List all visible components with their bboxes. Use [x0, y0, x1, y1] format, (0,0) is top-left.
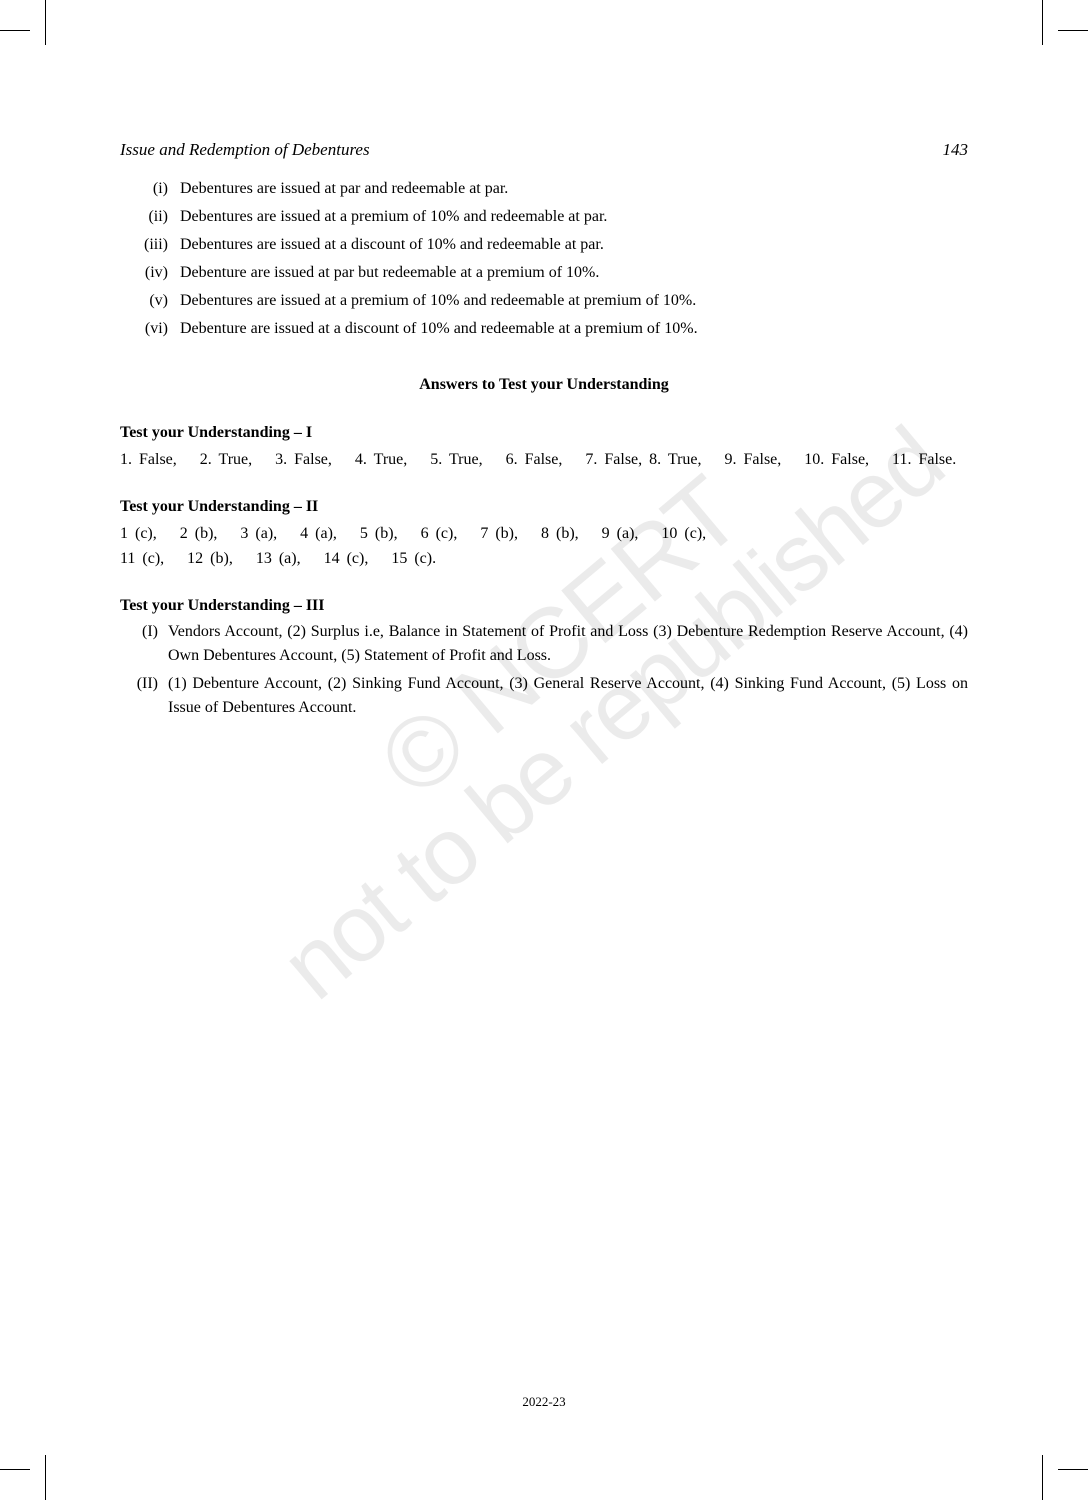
- crop-mark: [1042, 0, 1043, 45]
- item-text: (1) Debenture Account, (2) Sinking Fund …: [168, 672, 968, 720]
- page-number: 143: [943, 140, 969, 160]
- item-marker: (iv): [135, 264, 180, 282]
- crop-mark: [1058, 30, 1088, 31]
- item-marker: (vi): [135, 320, 180, 338]
- test-heading-3: Test your Understanding – III: [120, 597, 968, 615]
- item-text: Debentures are issued at a premium of 10…: [180, 208, 968, 226]
- crop-mark: [0, 30, 30, 31]
- list-item: (iv) Debenture are issued at par but red…: [135, 264, 968, 282]
- test-answers-1: 1. False, 2. True, 3. False, 4. True, 5.…: [120, 447, 968, 473]
- item-marker: (ii): [135, 208, 180, 226]
- crop-mark: [45, 0, 46, 45]
- answers-line: 11 (c), 12 (b), 13 (a), 14 (c), 15 (c).: [120, 550, 436, 567]
- chapter-title: Issue and Redemption of Debentures: [120, 140, 370, 160]
- item-marker: (iii): [135, 236, 180, 254]
- crop-mark: [1058, 1469, 1088, 1470]
- list-item: (ii) Debentures are issued at a premium …: [135, 208, 968, 226]
- crop-mark: [1042, 1455, 1043, 1500]
- footer-year: 2022-23: [0, 1394, 1088, 1410]
- item-marker: (II): [120, 672, 168, 720]
- answers-line: 1 (c), 2 (b), 3 (a), 4 (a), 5 (b), 6 (c)…: [120, 525, 706, 542]
- item-text: Debentures are issued at par and redeema…: [180, 180, 968, 198]
- list-item: (II) (1) Debenture Account, (2) Sinking …: [120, 672, 968, 720]
- test-answers-2: 1 (c), 2 (b), 3 (a), 4 (a), 5 (b), 6 (c)…: [120, 521, 968, 572]
- item-text: Debenture are issued at a discount of 10…: [180, 320, 968, 338]
- list-item: (v) Debentures are issued at a premium o…: [135, 292, 968, 310]
- roman-enumeration-list: (i) Debentures are issued at par and red…: [120, 180, 968, 338]
- test-heading-2: Test your Understanding – II: [120, 498, 968, 516]
- item-text: Debentures are issued at a discount of 1…: [180, 236, 968, 254]
- list-item: (iii) Debentures are issued at a discoun…: [135, 236, 968, 254]
- list-item: (vi) Debenture are issued at a discount …: [135, 320, 968, 338]
- list-item: (i) Debentures are issued at par and red…: [135, 180, 968, 198]
- item-marker: (I): [120, 620, 168, 668]
- crop-mark: [45, 1455, 46, 1500]
- item-marker: (v): [135, 292, 180, 310]
- item-text: Debentures are issued at a premium of 10…: [180, 292, 968, 310]
- test-heading-1: Test your Understanding – I: [120, 424, 968, 442]
- test-3-list: (I) Vendors Account, (2) Surplus i.e, Ba…: [120, 620, 968, 720]
- list-item: (I) Vendors Account, (2) Surplus i.e, Ba…: [120, 620, 968, 668]
- item-text: Vendors Account, (2) Surplus i.e, Balanc…: [168, 620, 968, 668]
- section-heading: Answers to Test your Understanding: [120, 376, 968, 394]
- page-header: Issue and Redemption of Debentures 143: [120, 140, 968, 160]
- crop-mark: [0, 1469, 30, 1470]
- item-text: Debenture are issued at par but redeemab…: [180, 264, 968, 282]
- page-content: Issue and Redemption of Debentures 143 (…: [120, 140, 968, 724]
- item-marker: (i): [135, 180, 180, 198]
